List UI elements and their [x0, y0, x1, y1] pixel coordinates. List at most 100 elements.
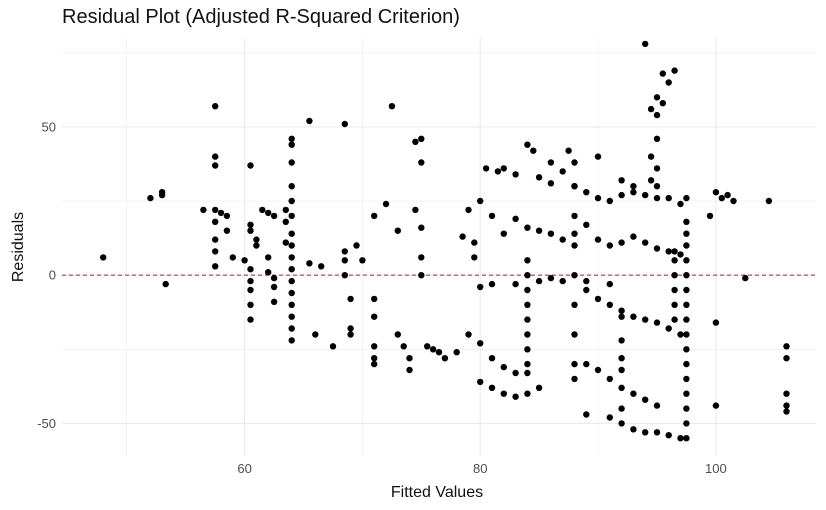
data-point	[683, 230, 690, 237]
data-point	[583, 411, 590, 418]
data-point	[524, 301, 531, 308]
grid	[62, 38, 816, 456]
data-point	[606, 301, 613, 308]
data-point	[162, 280, 169, 288]
data-point	[288, 212, 295, 220]
data-point	[477, 197, 484, 205]
data-point	[594, 366, 602, 374]
data-point	[341, 120, 348, 128]
data-point	[606, 197, 613, 205]
data-point	[259, 206, 266, 214]
data-point	[653, 319, 661, 326]
data-point	[359, 257, 366, 264]
data-point	[223, 227, 231, 234]
data-point	[482, 165, 490, 172]
data-point	[371, 313, 378, 320]
data-point	[618, 420, 625, 427]
data-point	[288, 254, 295, 261]
data-point	[618, 384, 625, 391]
data-point	[559, 277, 566, 285]
data-point	[571, 375, 578, 383]
data-point	[571, 301, 578, 308]
data-point	[571, 272, 578, 279]
data-point	[618, 355, 625, 362]
data-point	[683, 242, 690, 249]
data-point	[653, 183, 661, 190]
data-point	[665, 432, 672, 439]
data-point	[477, 378, 484, 386]
data-point	[683, 390, 690, 397]
data-point	[683, 218, 690, 225]
data-point	[547, 180, 555, 187]
data-point	[594, 236, 602, 243]
data-point	[677, 435, 684, 442]
data-point	[435, 349, 443, 356]
data-point	[418, 254, 425, 261]
data-point	[418, 272, 425, 279]
data-point	[559, 168, 566, 175]
data-point	[618, 239, 625, 246]
data-point	[512, 393, 519, 400]
data-point	[212, 206, 219, 214]
data-point	[653, 94, 661, 101]
data-point	[394, 331, 401, 338]
tick-labels: 60 80 100 -50 0 50	[37, 119, 727, 476]
data-point	[571, 183, 578, 190]
data-point	[653, 135, 661, 142]
data-point	[671, 257, 678, 264]
data-point	[642, 239, 649, 246]
data-point	[347, 295, 354, 303]
data-point	[618, 337, 625, 344]
data-point	[429, 346, 437, 353]
data-point	[683, 301, 690, 308]
data-point	[494, 168, 502, 175]
data-point	[665, 79, 672, 86]
chart-title: Residual Plot (Adjusted R-Squared Criter…	[62, 6, 460, 28]
data-point	[247, 277, 254, 285]
data-point	[547, 159, 555, 166]
data-point	[247, 301, 254, 308]
data-points	[100, 40, 790, 442]
data-point	[683, 346, 690, 353]
data-point	[288, 135, 295, 142]
data-point	[630, 233, 637, 240]
data-point	[347, 331, 354, 338]
data-point	[606, 280, 613, 288]
data-point	[630, 426, 637, 433]
data-point	[412, 138, 419, 145]
data-point	[500, 165, 507, 172]
data-point	[565, 147, 572, 154]
data-point	[742, 274, 749, 282]
data-point	[683, 405, 690, 412]
data-point	[270, 212, 278, 220]
data-point	[783, 355, 790, 362]
data-point	[647, 177, 655, 184]
data-point	[100, 254, 107, 261]
data-point	[642, 429, 649, 436]
data-point	[147, 194, 154, 202]
data-point	[618, 191, 625, 199]
data-point	[500, 363, 507, 371]
data-point	[618, 405, 625, 412]
data-point	[647, 153, 655, 160]
data-point	[671, 272, 678, 279]
data-point	[524, 316, 531, 323]
data-point	[730, 197, 737, 205]
data-point	[212, 236, 219, 243]
data-point	[265, 254, 272, 261]
data-point	[418, 135, 425, 142]
data-point	[524, 331, 531, 338]
data-point	[618, 366, 625, 374]
data-point	[253, 242, 260, 249]
data-point	[653, 111, 661, 119]
data-point	[341, 248, 348, 255]
data-point	[671, 67, 678, 74]
data-point	[535, 227, 543, 234]
data-point	[559, 236, 566, 243]
data-point	[606, 375, 613, 383]
data-point	[282, 239, 289, 246]
data-point	[653, 402, 661, 409]
data-point	[329, 343, 337, 350]
data-point	[471, 254, 478, 261]
